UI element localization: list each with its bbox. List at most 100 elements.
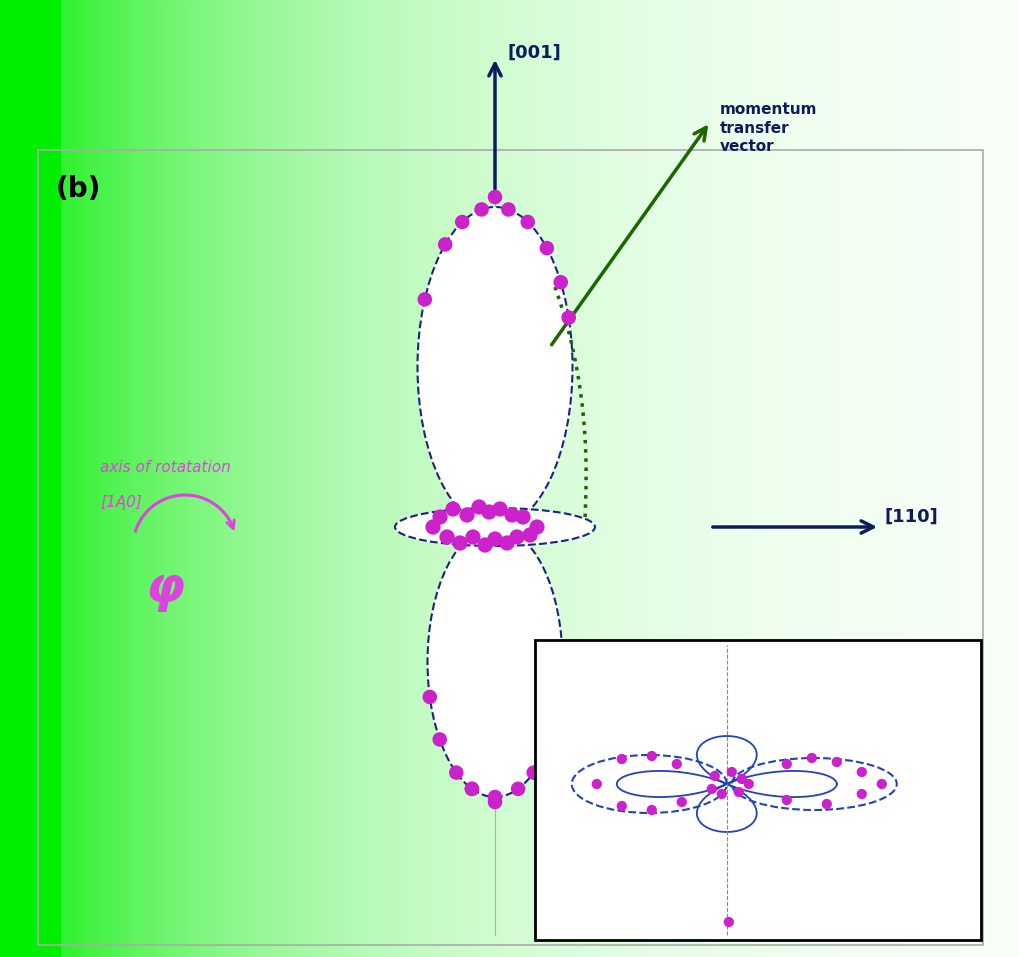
- Bar: [418, 0, 423, 957]
- Bar: [303, 0, 308, 957]
- Text: (b): (b): [56, 175, 101, 203]
- Bar: [978, 0, 983, 957]
- Bar: [761, 0, 766, 957]
- Bar: [183, 0, 189, 957]
- Point: [454, 214, 471, 230]
- Bar: [571, 0, 576, 957]
- Bar: [649, 0, 654, 957]
- Bar: [754, 0, 759, 957]
- Point: [522, 527, 538, 543]
- Bar: [971, 0, 977, 957]
- Point: [439, 529, 455, 545]
- Bar: [82, 0, 87, 957]
- Bar: [245, 0, 250, 957]
- Bar: [924, 0, 929, 957]
- Bar: [802, 0, 807, 957]
- Bar: [31, 0, 36, 957]
- Bar: [153, 0, 158, 957]
- Bar: [231, 0, 236, 957]
- Bar: [856, 0, 861, 957]
- Bar: [604, 0, 610, 957]
- Bar: [411, 0, 417, 957]
- Bar: [843, 0, 848, 957]
- Bar: [866, 0, 871, 957]
- Bar: [462, 0, 468, 957]
- Bar: [645, 0, 651, 957]
- Bar: [629, 0, 634, 957]
- Bar: [48, 0, 53, 957]
- Point: [542, 732, 558, 747]
- Bar: [798, 0, 804, 957]
- Bar: [180, 0, 185, 957]
- Point: [674, 794, 690, 810]
- Bar: [272, 0, 277, 957]
- Bar: [879, 0, 886, 957]
- Bar: [360, 0, 366, 957]
- Bar: [377, 0, 382, 957]
- Point: [515, 509, 531, 524]
- Point: [589, 776, 605, 791]
- Bar: [812, 0, 817, 957]
- Bar: [224, 0, 229, 957]
- Bar: [466, 0, 471, 957]
- Point: [451, 535, 468, 550]
- Bar: [435, 0, 440, 957]
- Point: [477, 537, 493, 552]
- Bar: [941, 0, 947, 957]
- Bar: [346, 0, 352, 957]
- Bar: [764, 0, 769, 957]
- Bar: [659, 0, 664, 957]
- Bar: [846, 0, 851, 957]
- Bar: [459, 0, 464, 957]
- Bar: [186, 0, 193, 957]
- Bar: [706, 0, 712, 957]
- Bar: [642, 0, 647, 957]
- Bar: [927, 0, 932, 957]
- Bar: [237, 0, 244, 957]
- Bar: [156, 0, 162, 957]
- Bar: [632, 0, 637, 957]
- Bar: [333, 0, 338, 957]
- Bar: [499, 0, 504, 957]
- Bar: [421, 0, 427, 957]
- Bar: [968, 0, 973, 957]
- Bar: [140, 0, 145, 957]
- Bar: [492, 0, 498, 957]
- Bar: [564, 0, 570, 957]
- Bar: [405, 0, 410, 957]
- Bar: [262, 0, 267, 957]
- Bar: [309, 0, 315, 957]
- Bar: [20, 0, 25, 957]
- Bar: [44, 0, 50, 957]
- Bar: [788, 0, 794, 957]
- Bar: [160, 0, 165, 957]
- Point: [644, 802, 660, 817]
- Point: [818, 796, 835, 812]
- Bar: [710, 0, 715, 957]
- Bar: [625, 0, 631, 957]
- Bar: [489, 0, 494, 957]
- Bar: [991, 0, 998, 957]
- Point: [854, 765, 870, 780]
- Point: [464, 781, 480, 796]
- Bar: [0, 0, 5, 957]
- Bar: [574, 0, 580, 957]
- Bar: [652, 0, 657, 957]
- Bar: [146, 0, 152, 957]
- Bar: [937, 0, 943, 957]
- Bar: [455, 0, 461, 957]
- Bar: [914, 0, 919, 957]
- Bar: [390, 0, 396, 957]
- Bar: [136, 0, 142, 957]
- Bar: [591, 0, 596, 957]
- Bar: [578, 0, 583, 957]
- Point: [713, 787, 730, 802]
- Point: [510, 781, 526, 796]
- Bar: [252, 0, 257, 957]
- Point: [706, 768, 722, 784]
- Bar: [907, 0, 912, 957]
- Bar: [278, 0, 284, 957]
- Bar: [520, 0, 525, 957]
- Bar: [517, 0, 522, 957]
- Bar: [319, 0, 325, 957]
